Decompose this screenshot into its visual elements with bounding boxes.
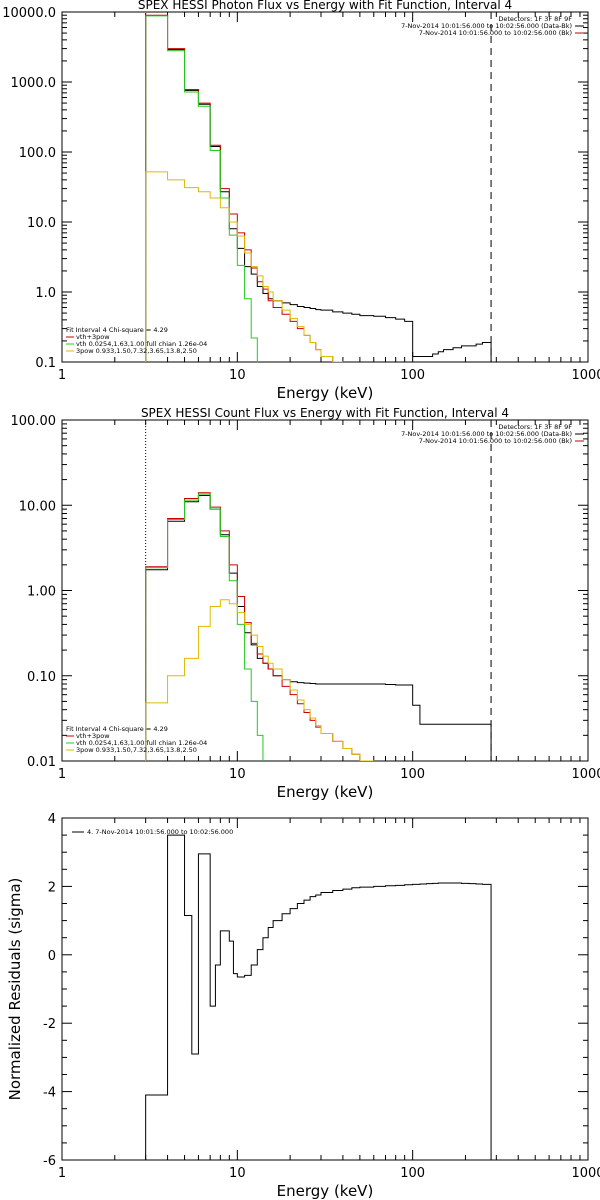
fit-legend-line: vth+3pow	[76, 333, 110, 341]
x-axis-label: Energy (keV)	[277, 783, 374, 801]
x-tick-label: 100	[400, 1166, 425, 1181]
y-tick-label: 100.00	[11, 414, 57, 429]
x-tick-label: 1	[58, 1166, 66, 1181]
x-tick-label: 1000	[571, 368, 600, 383]
fit-legend-line: 3pow 0.933,1.50,7.32,3.65,13.8,2.50	[76, 347, 197, 355]
y-tick-label: 2	[48, 880, 56, 895]
count-flux-chart: SPEX HESSI Count Flux vs Energy with Fit…	[11, 406, 600, 801]
chart-title: SPEX HESSI Photon Flux vs Energy with Fi…	[138, 0, 512, 12]
y-tick-label: 1.00	[27, 585, 56, 600]
fit-legend-line: Fit Interval 4 Chi-square = 4.29	[66, 326, 168, 334]
y-tick-label: 0.10	[27, 670, 56, 685]
series-group	[145, 492, 492, 761]
chart-title: SPEX HESSI Count Flux vs Energy with Fit…	[141, 406, 509, 420]
series-vth-3pow	[145, 14, 344, 362]
info-line: 7-Nov-2014 10:01:56.000 to 10:02:56.000 …	[419, 437, 572, 445]
fit-legend-line: Fit Interval 4 Chi-square = 4.29	[66, 725, 168, 733]
y-tick-label: 0	[48, 949, 56, 964]
plot-frame	[61, 817, 589, 1161]
y-tick-label: -6	[43, 1154, 56, 1169]
x-tick-label: 1000	[571, 767, 600, 782]
series-vth	[145, 493, 264, 761]
legend-label: 4. 7-Nov-2014 10:01:56.000 to 10:02:56.0…	[87, 828, 233, 836]
series-vth	[145, 15, 258, 362]
fit-legend-line: 3pow 0.933,1.50,7.32,3.65,13.8,2.50	[76, 746, 197, 754]
series-group	[145, 14, 492, 362]
x-tick-label: 1	[58, 368, 66, 383]
y-tick-label: 10000.0	[2, 6, 56, 21]
y-tick-label: 4	[48, 812, 56, 827]
x-axis-label: Energy (keV)	[277, 1182, 374, 1200]
y-tick-label: 0.01	[27, 755, 56, 770]
info-line: 7-Nov-2014 10:01:56.000 to 10:02:56.000 …	[401, 22, 572, 30]
x-tick-label: 100	[400, 767, 425, 782]
y-tick-label: 1.0	[35, 286, 56, 301]
info-line: Detectors: 1F 3F 8F 9F	[498, 15, 572, 23]
x-tick-label: 10	[229, 368, 246, 383]
y-tick-label: 10.00	[19, 499, 56, 514]
x-tick-label: 100	[400, 368, 425, 383]
y-tick-label: 0.1	[35, 356, 56, 371]
series-group	[145, 834, 492, 1160]
plot-frame	[61, 419, 589, 762]
fit-legend-line: vth+3pow	[76, 732, 110, 740]
series-3pow	[145, 599, 375, 761]
series-data	[145, 15, 492, 362]
y-tick-label: 100.0	[19, 146, 56, 161]
plot-frame	[61, 11, 589, 363]
x-tick-label: 10	[229, 1166, 246, 1181]
y-axis-label: Normalized Residuals (sigma)	[6, 878, 24, 1101]
fit-legend-line: vth 0.0254,1.63,1.00 full chian 1.26e-04	[76, 340, 207, 348]
info-line: 7-Nov-2014 10:01:56.000 to 10:02:56.000 …	[419, 29, 572, 37]
y-tick-label: -2	[43, 1017, 56, 1032]
y-tick-label: 10.0	[27, 216, 56, 231]
x-tick-label: 1000	[571, 1166, 600, 1181]
fit-legend-line: vth 0.0254,1.63,1.00 full chian 1.26e-04	[76, 739, 207, 747]
photon-flux-chart: SPEX HESSI Photon Flux vs Energy with Fi…	[2, 0, 600, 402]
residuals-chart: 1 10 100 1000 -6 -4 -2 0 2 4 Energy (keV) Normalize…	[6, 812, 600, 1200]
y-tick-label: -4	[43, 1086, 56, 1101]
info-line: Detectors: 1F 3F 8F 9F	[498, 423, 572, 431]
series-residuals	[145, 834, 492, 1160]
x-tick-label: 10	[229, 767, 246, 782]
info-line: 7-Nov-2014 10:01:56.000 to 10:02:56.000 …	[401, 430, 572, 438]
x-tick-label: 1	[58, 767, 66, 782]
series-3pow	[145, 171, 344, 362]
x-axis-label: Energy (keV)	[277, 384, 374, 402]
y-tick-label: 1000.0	[11, 76, 57, 91]
